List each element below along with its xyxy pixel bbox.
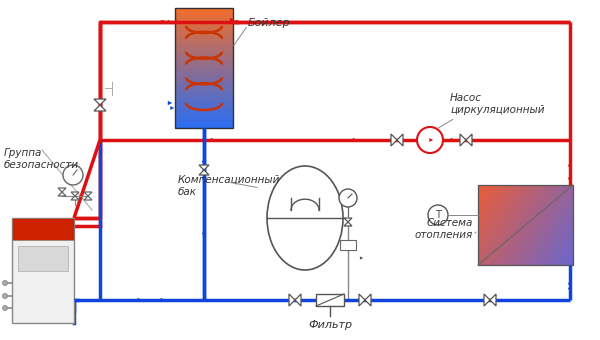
Circle shape [339,189,357,207]
Polygon shape [397,134,403,146]
Polygon shape [295,294,301,306]
Bar [12,218,74,240]
Polygon shape [199,170,209,175]
Circle shape [2,280,7,286]
Polygon shape [359,294,365,306]
Text: Компенсационный
бак: Компенсационный бак [178,175,280,197]
Text: Система
отопления: Система отопления [415,218,473,240]
Polygon shape [84,196,92,200]
Polygon shape [58,192,66,196]
Bar [340,240,356,250]
Polygon shape [365,294,371,306]
Text: Группа
безопасности: Группа безопасности [4,148,79,170]
Polygon shape [484,294,490,306]
Polygon shape [344,218,352,222]
Polygon shape [84,192,92,196]
Circle shape [63,165,83,185]
Polygon shape [391,134,397,146]
Polygon shape [199,165,209,170]
Polygon shape [460,134,466,146]
Polygon shape [490,294,496,306]
Text: Бойлер: Бойлер [248,18,291,28]
Bar [478,185,573,265]
Text: Фильтр: Фильтр [308,320,352,330]
Circle shape [417,127,443,153]
Polygon shape [344,222,352,226]
Text: Насос
циркуляционный: Насос циркуляционный [450,94,545,115]
Polygon shape [289,294,295,306]
Polygon shape [71,192,79,196]
Bar [175,8,233,128]
Circle shape [2,293,7,299]
Circle shape [2,306,7,310]
Polygon shape [58,188,66,192]
Polygon shape [94,105,106,111]
Bar [12,218,74,323]
Bar [18,246,68,271]
Bar [316,294,344,306]
Text: T: T [435,210,441,220]
Polygon shape [71,196,79,200]
Polygon shape [466,134,472,146]
Polygon shape [94,99,106,105]
